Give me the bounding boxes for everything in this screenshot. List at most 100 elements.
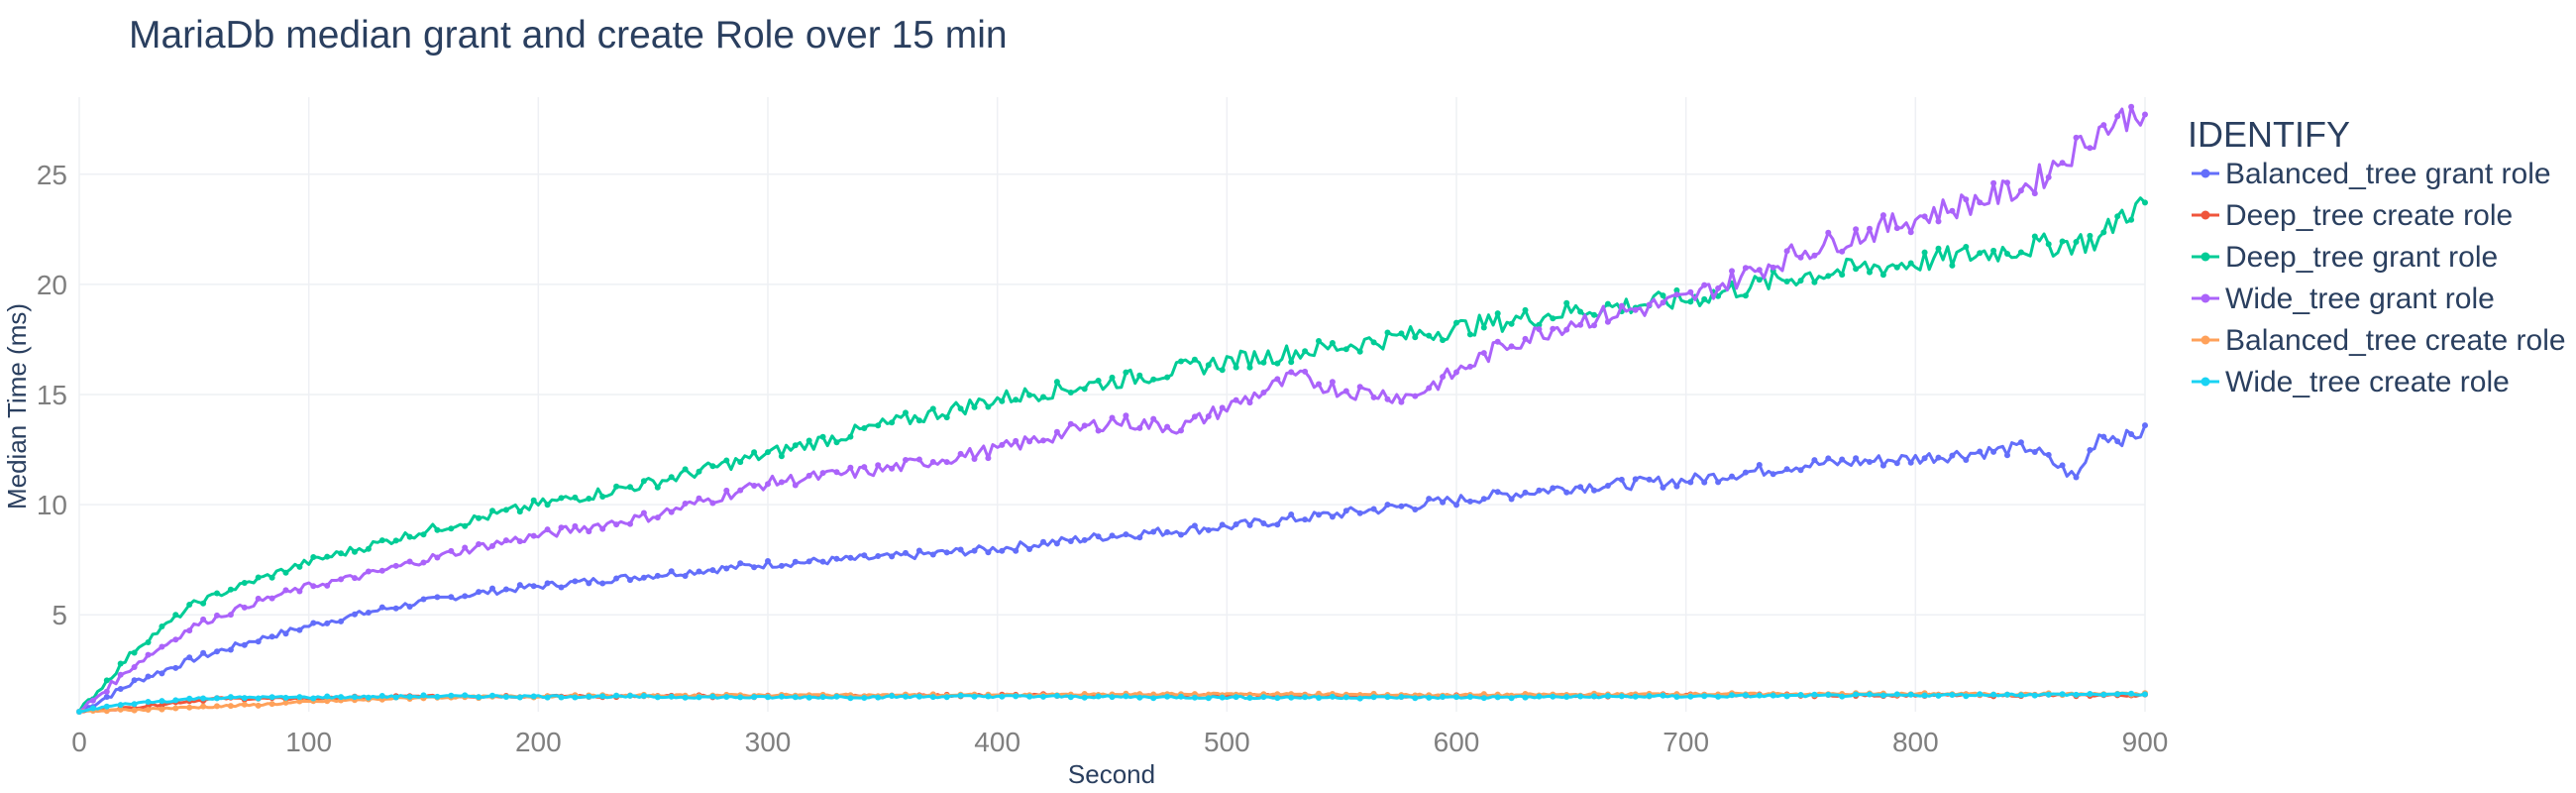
data-point — [1536, 326, 1543, 333]
data-point — [502, 586, 509, 593]
data-point — [172, 636, 179, 643]
data-point — [544, 694, 551, 701]
data-point — [1646, 301, 1653, 308]
data-point — [1494, 489, 1501, 496]
data-point — [696, 495, 702, 502]
legend-item[interactable]: Deep_tree create role — [2192, 199, 2513, 232]
data-point — [1839, 248, 1846, 255]
data-point — [145, 651, 152, 658]
data-point — [159, 670, 165, 677]
data-point — [489, 508, 495, 514]
data-point — [462, 522, 469, 529]
data-point — [1288, 694, 1295, 701]
data-point — [1604, 318, 1611, 325]
data-point — [1522, 489, 1529, 496]
data-point — [268, 595, 275, 602]
data-point — [682, 694, 689, 701]
data-point — [819, 470, 826, 477]
data-point — [544, 580, 551, 587]
legend-item[interactable]: Wide_tree create role — [2192, 366, 2510, 398]
data-point — [476, 541, 483, 547]
data-point — [1577, 321, 1584, 328]
data-point — [1867, 459, 1873, 465]
data-point — [1288, 511, 1295, 517]
data-point — [227, 612, 234, 619]
data-point — [489, 692, 495, 699]
data-point — [1026, 392, 1033, 398]
data-point — [1040, 437, 1046, 444]
data-point — [1673, 291, 1680, 298]
data-point — [1013, 437, 1020, 444]
series-deep-tree-grant-role — [76, 196, 2148, 715]
data-point — [1715, 284, 1722, 291]
x-tick-label: 400 — [974, 727, 1020, 757]
data-point — [861, 552, 868, 559]
data-point — [1178, 427, 1184, 434]
data-point — [1935, 218, 1942, 225]
data-point — [1935, 245, 1942, 252]
data-point — [1907, 459, 1914, 466]
data-point — [378, 604, 385, 611]
data-point — [1260, 359, 1267, 366]
legend-label: Wide_tree create role — [2225, 366, 2510, 398]
data-point — [1963, 693, 1970, 700]
data-point — [1729, 473, 1735, 480]
data-point — [599, 693, 606, 700]
data-point — [943, 549, 950, 556]
data-point — [1604, 693, 1611, 699]
data-point — [1026, 438, 1033, 445]
data-point — [2128, 103, 2135, 110]
data-point — [2114, 213, 2121, 220]
data-point — [1756, 462, 1763, 468]
data-point — [985, 693, 992, 700]
data-point — [145, 699, 152, 705]
data-point — [572, 694, 579, 701]
data-point — [1494, 338, 1501, 345]
data-point — [434, 554, 441, 561]
data-point — [1783, 248, 1790, 255]
data-point — [268, 701, 275, 708]
data-point — [1274, 360, 1281, 367]
data-point — [186, 704, 193, 711]
data-point — [778, 453, 785, 460]
data-point — [1426, 694, 1433, 701]
data-point — [957, 546, 964, 553]
data-point — [1508, 496, 1515, 503]
legend-item[interactable]: Deep_tree grant role — [2192, 241, 2498, 274]
data-point — [778, 479, 785, 486]
data-point — [1963, 457, 1970, 463]
data-point — [282, 694, 289, 701]
data-point — [640, 510, 647, 516]
data-point — [1288, 359, 1295, 366]
data-point — [2142, 422, 2148, 429]
data-point — [2031, 233, 2038, 240]
data-point — [1879, 272, 1886, 279]
data-point — [1178, 531, 1184, 538]
data-point — [1329, 693, 1336, 700]
data-point — [751, 483, 758, 489]
data-point — [1316, 381, 1322, 388]
data-point — [572, 494, 579, 501]
data-point — [310, 554, 317, 560]
legend-item[interactable]: Balanced_tree grant role — [2192, 158, 2551, 190]
data-point — [1522, 335, 1529, 342]
data-point — [861, 464, 868, 471]
data-point — [627, 484, 633, 491]
legend-label: Balanced_tree grant role — [2225, 158, 2551, 190]
data-point — [999, 441, 1006, 448]
data-point — [1536, 321, 1543, 328]
data-point — [324, 698, 331, 705]
data-point — [1178, 358, 1184, 365]
data-point — [1398, 330, 1405, 337]
data-point — [1329, 340, 1336, 346]
data-point — [1893, 225, 1900, 232]
data-point — [1563, 326, 1570, 333]
data-point — [1274, 376, 1281, 383]
data-point — [737, 459, 744, 466]
legend-item[interactable]: Wide_tree grant role — [2192, 283, 2495, 315]
data-point — [420, 692, 427, 699]
data-point — [2073, 239, 2080, 245]
legend-item[interactable]: Balanced_tree create role — [2192, 324, 2566, 357]
data-point — [1440, 694, 1447, 700]
data-point — [1164, 374, 1171, 381]
